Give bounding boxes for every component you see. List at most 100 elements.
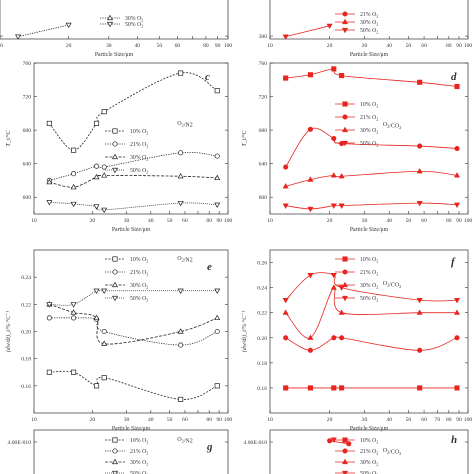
data-point [214, 328, 220, 335]
legend-label: 10% O2 [360, 102, 378, 109]
data-point [338, 173, 345, 179]
data-point [417, 385, 423, 391]
data-point [71, 171, 77, 177]
x-tick-label: 30 [362, 417, 368, 423]
legend-marker [112, 256, 118, 262]
x-tick-label: 10 [267, 218, 273, 224]
legend-label: 50% O2 [125, 22, 143, 29]
x-tick-label: 50 [406, 218, 412, 224]
x-tick-label: 90 [456, 417, 462, 423]
data-point [46, 302, 53, 308]
panel-h: 4.00E-010 10% O2 21% O2 30% O2 50% O2 O2/CO2 h [244, 429, 469, 474]
panel-letter: h [451, 434, 457, 446]
y-tick-label: 0.18 [21, 357, 31, 363]
data-point [46, 178, 53, 185]
legend-marker [342, 448, 348, 454]
series-line [49, 72, 218, 151]
x-tick-label: 40 [134, 43, 140, 49]
data-point [330, 284, 337, 290]
data-point [282, 309, 289, 315]
legend-label: 21% O2 [130, 449, 148, 456]
data-point [331, 385, 337, 391]
legend-marker [341, 126, 349, 133]
data-point [65, 22, 72, 29]
x-tick-label: 30 [106, 43, 112, 49]
data-point [15, 34, 22, 39]
data-point [327, 438, 333, 444]
legend-marker [106, 14, 114, 21]
data-point [93, 383, 100, 389]
x-tick-label: 90 [456, 43, 462, 49]
legend-marker [111, 153, 119, 160]
legend-label: 21% O2 [130, 142, 148, 149]
legend-label: 50% O2 [130, 168, 148, 175]
panel-b2: 10 20 30 40 50 60 80 90 100 380 Particle Size/μm 21… [259, 0, 472, 58]
x-tick-label: 40 [386, 417, 392, 423]
legend-marker [342, 269, 348, 275]
legend-label: 50% O2 [360, 141, 378, 148]
panel-letter: g [206, 441, 213, 453]
x-tick-label: 90 [216, 218, 222, 224]
panel-letter: c [205, 71, 210, 83]
data-point [307, 176, 314, 182]
data-point [70, 201, 77, 208]
x-tick-label: 50 [157, 43, 163, 49]
data-point [454, 146, 460, 152]
data-point [307, 126, 313, 132]
legend-title: O2/N2 [177, 121, 192, 129]
data-point [307, 347, 313, 353]
data-point [214, 314, 221, 321]
x-tick-label: 60 [421, 43, 427, 49]
data-point [331, 335, 337, 341]
legend-marker [341, 470, 349, 474]
data-point [178, 342, 184, 348]
data-point [101, 328, 107, 335]
y-tick-label: 4.00E-010 [8, 440, 32, 446]
x-tick-label: 10 [31, 417, 37, 423]
data-layer [282, 66, 461, 213]
data-point [331, 66, 337, 72]
data-point [417, 347, 423, 353]
legend-title: O2/CO2 [383, 122, 402, 130]
legend-label: 10% O2 [130, 257, 148, 264]
legend-label: 21% O2 [130, 270, 148, 277]
x-axis-label: Particle Size/μm [95, 52, 134, 58]
y-tick-label: 720 [23, 95, 32, 101]
x-tick-label: 50 [167, 218, 173, 224]
data-point [307, 385, 313, 391]
legend-marker [342, 437, 348, 443]
data-point [346, 441, 352, 447]
legend-marker [341, 295, 349, 302]
y-tick-label: 640 [23, 162, 32, 168]
y-tick-label: 0.16 [257, 386, 267, 392]
data-point [283, 335, 289, 341]
data-layer [282, 23, 333, 39]
data-layer [327, 437, 352, 447]
x-tick-label: 60 [175, 43, 181, 49]
x-tick-label: 50 [406, 43, 412, 49]
y-tick-label: 600 [23, 195, 32, 201]
x-tick-label: 50 [167, 417, 173, 423]
series-line [49, 370, 218, 400]
data-point [46, 369, 52, 375]
legend-title: O2/CO2 [383, 281, 402, 289]
data-point [214, 153, 220, 159]
data-point [339, 385, 345, 391]
legend-label: 21% O2 [360, 270, 378, 277]
x-axis-label: Particle Size/μm [112, 426, 151, 432]
data-point [177, 173, 184, 179]
data-layer [15, 22, 72, 39]
data-point [307, 72, 313, 78]
data-point [282, 298, 289, 304]
y-tick-label: 0.22 [257, 311, 267, 317]
legend-marker [342, 11, 348, 17]
data-point [214, 88, 220, 94]
series-line [49, 303, 218, 345]
plot-frame [269, 0, 469, 40]
x-tick-label: 50 [406, 417, 412, 423]
data-point [454, 335, 460, 341]
data-point [330, 272, 337, 279]
y-tick-label: 380 [259, 34, 268, 40]
legend-marker [112, 437, 118, 443]
